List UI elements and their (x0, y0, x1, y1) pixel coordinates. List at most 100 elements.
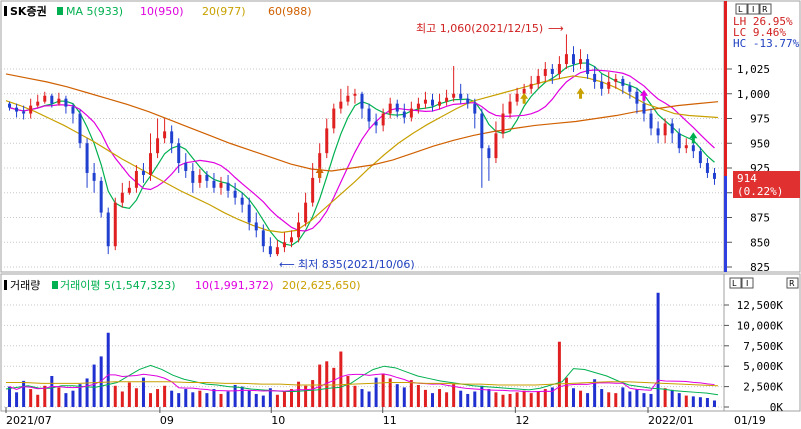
candle-body (99, 180, 103, 213)
volume-bar (198, 390, 202, 407)
candle-body (282, 242, 286, 248)
current-price-label: 914 (737, 172, 757, 185)
volume-bar (684, 395, 688, 407)
volume-bar (43, 385, 47, 407)
candle-body (184, 163, 188, 171)
candle-body (388, 103, 392, 114)
volume-bar (670, 389, 674, 407)
volume-bar (247, 390, 251, 407)
candle-body (141, 170, 145, 175)
volume-bar (57, 387, 61, 407)
candle-body (43, 95, 47, 102)
candle-body (600, 81, 604, 89)
current-date-label: 01/19 (734, 414, 766, 427)
candle-body (501, 113, 505, 134)
signal-arrow-icon (639, 89, 648, 101)
candlestick-series (8, 34, 716, 258)
title-marker-icon (4, 6, 7, 16)
volume-bar (480, 385, 484, 407)
menu-i-button[interactable] (747, 3, 760, 15)
axis-down-bar (724, 176, 727, 272)
volume-axis-panel (723, 273, 801, 412)
price-axis-panel (723, 0, 801, 273)
volume-bar (226, 391, 230, 407)
candle-body (156, 138, 160, 154)
volume-bar (240, 386, 244, 407)
volume-bar (290, 389, 294, 407)
volume-bar (325, 361, 329, 407)
volume-bar (649, 393, 653, 407)
vol-menu-i-button[interactable] (741, 277, 754, 289)
volume-bar (494, 392, 498, 407)
candle-body (423, 99, 427, 104)
legend-ma20: 20(977) (202, 5, 246, 18)
candle-body (529, 83, 533, 89)
volume-bar (536, 391, 540, 407)
volume-bar (614, 393, 618, 407)
volume-bar (557, 341, 561, 407)
volume-bar (304, 385, 308, 407)
volume-bar (177, 393, 181, 407)
volume-bar (438, 389, 442, 407)
volume-tick-label: 7,500K (743, 340, 783, 353)
candle-body (367, 108, 371, 122)
legend-vol-ma5: 거래이평 5(1,547,323) (60, 279, 176, 292)
candle-body (304, 202, 308, 223)
volume-title: 거래량 (10, 279, 40, 292)
volume-bar (677, 393, 681, 407)
x-tick-label: 2022/01 (648, 414, 694, 427)
vol-menu-l-icon: L (732, 279, 737, 288)
price-tick-label: 1,025 (737, 63, 770, 76)
candle-body (416, 103, 420, 109)
low-annotation: 최저 835(2021/10/06) (298, 258, 415, 271)
volume-bar (120, 391, 124, 407)
volume-ma-lines (5, 364, 719, 396)
menu-l-button[interactable] (735, 3, 748, 15)
candle-body (452, 93, 456, 98)
candle-body (85, 143, 89, 173)
menu-l-icon: L (738, 5, 743, 14)
volume-bar (621, 387, 625, 407)
vol-menu-r-button[interactable] (786, 277, 799, 289)
candle-body (318, 153, 322, 178)
candle-body (642, 103, 646, 114)
candle-body (22, 111, 26, 114)
volume-ma20-line (6, 381, 719, 387)
vol-menu-i-icon: I (746, 279, 748, 288)
volume-bar (416, 384, 420, 407)
menu-r-button[interactable] (759, 3, 772, 15)
price-panel[interactable] (0, 0, 725, 273)
volume-bar (29, 389, 33, 407)
candle-body (564, 54, 568, 65)
volume-bar (705, 398, 709, 407)
volume-bar (452, 384, 456, 407)
candle-body (233, 190, 237, 198)
volume-bar (318, 364, 322, 407)
volume-bar (663, 388, 667, 407)
volume-bar (36, 394, 40, 407)
volume-bar (529, 393, 533, 407)
vol-menu-l-button[interactable] (729, 277, 742, 289)
volume-bar (712, 400, 716, 407)
ma60-line (5, 73, 719, 172)
candle-body (374, 121, 378, 126)
volume-axis-ticks: 0K 2,500K 5,000K 7,500K 10,000K 12,500K (724, 299, 783, 414)
signal-arrow-icon (689, 132, 698, 144)
candle-body (198, 174, 202, 183)
price-tick-label: 975 (750, 113, 770, 126)
candle-body (78, 113, 82, 144)
candle-body (621, 78, 625, 86)
volume-bar (205, 393, 209, 407)
volume-bar (395, 384, 399, 407)
volume-bar (691, 396, 695, 407)
volume-bar (141, 377, 145, 407)
candle-body (586, 59, 590, 74)
candle-body (360, 93, 364, 109)
candle-body (698, 151, 702, 164)
volume-panel[interactable] (0, 273, 725, 412)
candle-body (311, 177, 315, 203)
candle-body (712, 172, 716, 179)
volume-bar (184, 389, 188, 407)
